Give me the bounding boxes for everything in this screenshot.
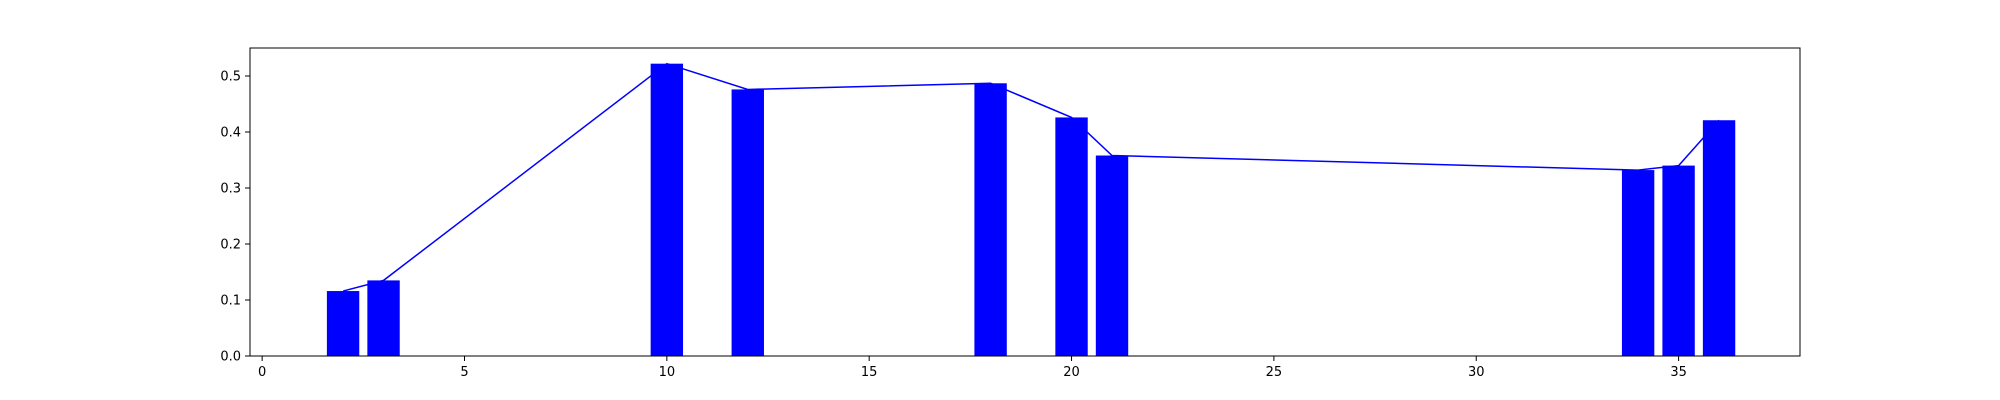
y-tick-label-0.1: 0.1 [220, 294, 241, 309]
bars-group [326, 63, 1736, 357]
bar-10 [650, 63, 684, 357]
bar-18 [974, 83, 1007, 356]
bar-3 [367, 280, 400, 356]
plot-frame [249, 47, 1801, 357]
bar-2 [326, 291, 360, 356]
x-tick-label-35: 35 [1670, 365, 1687, 380]
y-axis: 0.0 0.1 0.2 0.3 0.4 0.5 [220, 70, 250, 365]
plot-area [250, 48, 1800, 356]
x-axis: 0 5 10 15 20 25 30 35 [258, 356, 1687, 380]
bar-35 [1662, 165, 1695, 356]
x-tick-label-15: 15 [861, 365, 878, 380]
x-tick-label-30: 30 [1468, 365, 1485, 380]
bar-21 [1095, 155, 1129, 356]
y-tick-label-0.2: 0.2 [220, 238, 241, 253]
x-tick-label-25: 25 [1266, 365, 1283, 380]
y-tick-label-0.3: 0.3 [220, 182, 241, 197]
y-tick-label-0.5: 0.5 [220, 70, 241, 85]
x-tick-label-5: 5 [460, 365, 468, 380]
y-tick-label-0.0: 0.0 [220, 350, 241, 365]
x-tick-label-10: 10 [659, 365, 676, 380]
x-tick-label-0: 0 [258, 365, 266, 380]
line-series-group [342, 62, 1720, 292]
y-tick-label-0.4: 0.4 [220, 126, 241, 141]
bar-34 [1621, 170, 1655, 356]
x-tick-label-20: 20 [1063, 365, 1080, 380]
bar-36 [1702, 120, 1736, 357]
line-series [342, 62, 1720, 292]
bar-20 [1055, 117, 1088, 356]
bar-12 [731, 89, 764, 356]
